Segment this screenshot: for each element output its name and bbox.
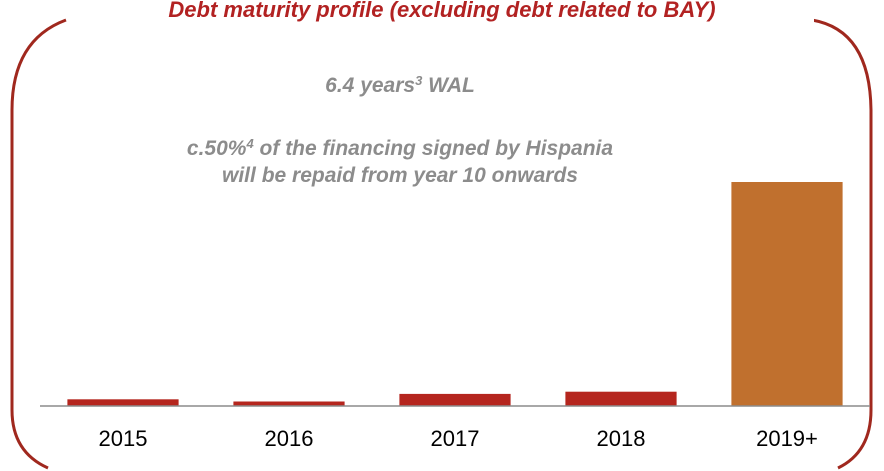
financing-annotation-line1: c.50%4 of the financing signed by Hispan… <box>140 135 660 162</box>
financing-suffix: of the financing signed by Hispania <box>253 137 614 160</box>
wal-footnote: 3 <box>415 73 423 88</box>
bar-2019-plus <box>731 182 843 406</box>
x-tick-label-2015: 2015 <box>99 426 148 451</box>
bar-2018 <box>565 391 677 406</box>
wal-suffix: WAL <box>422 74 475 97</box>
bar-2017 <box>399 393 511 406</box>
bars <box>67 182 843 406</box>
financing-prefix: c.50% <box>186 137 247 160</box>
wal-annotation: 6.4 years3 WAL <box>140 72 660 99</box>
x-tick-label-2016: 2016 <box>265 426 314 451</box>
x-tick-labels: 2015 2016 2017 2018 2019+ <box>99 426 818 451</box>
chart-title: Debt maturity profile (excluding debt re… <box>70 0 814 28</box>
x-tick-label-2019-plus: 2019+ <box>756 426 818 451</box>
x-tick-label-2018: 2018 <box>597 426 646 451</box>
financing-annotation-line2: will be repaid from year 10 onwards <box>222 164 578 187</box>
financing-footnote: 4 <box>246 136 254 151</box>
frame-border <box>10 18 67 470</box>
bar-2016 <box>233 401 345 406</box>
x-tick-label-2017: 2017 <box>431 426 480 451</box>
bar-2015 <box>67 399 179 406</box>
wal-value: 6.4 years <box>325 74 416 97</box>
frame-border-right <box>811 18 873 470</box>
